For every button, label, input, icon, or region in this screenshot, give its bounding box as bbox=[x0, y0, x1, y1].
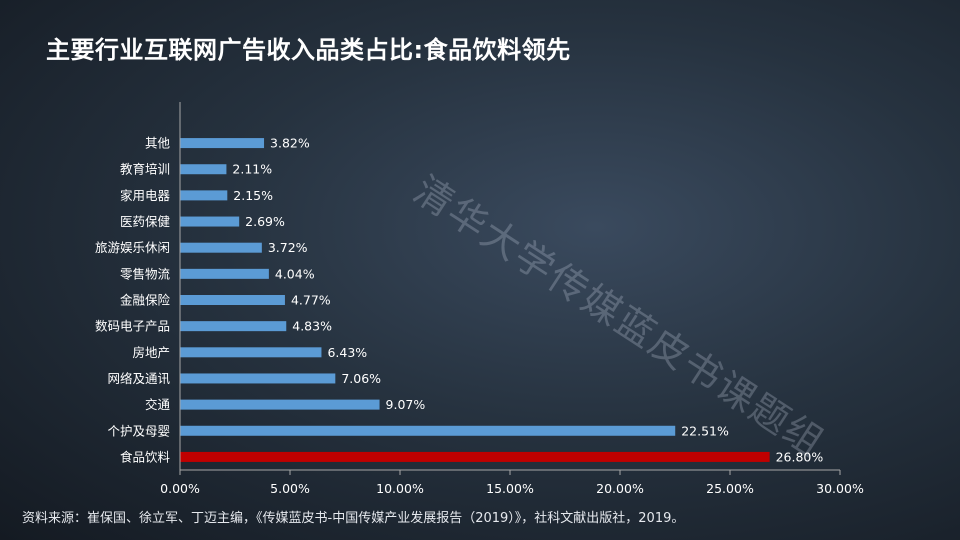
bar-3 bbox=[180, 190, 228, 201]
bars-group bbox=[180, 138, 770, 462]
bar-7 bbox=[180, 295, 285, 305]
data-label: 2.15% bbox=[233, 188, 273, 203]
bar-1 bbox=[180, 138, 265, 149]
bar-6 bbox=[180, 268, 269, 279]
data-label: 4.04% bbox=[275, 266, 315, 281]
bar-12 bbox=[180, 425, 676, 436]
bar-2 bbox=[180, 164, 227, 175]
data-label: 4.77% bbox=[291, 293, 331, 308]
category-label: 教育培训 bbox=[120, 162, 170, 177]
x-tick-label: 0.00% bbox=[160, 481, 200, 496]
x-tick-label: 20.00% bbox=[596, 481, 644, 496]
x-tick-label: 10.00% bbox=[376, 481, 424, 496]
bar-10 bbox=[180, 373, 336, 384]
category-label: 食品饮料 bbox=[120, 449, 171, 464]
category-label: 金融保险 bbox=[120, 293, 171, 308]
bar-13 bbox=[180, 451, 770, 462]
category-label: 其他 bbox=[145, 136, 171, 151]
value-labels: 3.82% 2.11% 2.15% 2.69% 3.72% 4.04% 4.77% 4.83%… bbox=[232, 136, 823, 465]
category-label: 网络及通讯 bbox=[107, 371, 170, 386]
category-label: 医药保健 bbox=[120, 214, 171, 229]
source-note: 资料来源：崔保国、徐立军、丁迈主编，《传媒蓝皮书-中国传媒产业发展报告（2019… bbox=[22, 511, 685, 526]
data-label: 2.11% bbox=[232, 162, 272, 177]
category-label: 数码电子产品 bbox=[95, 319, 170, 334]
data-label: 9.07% bbox=[386, 397, 426, 412]
x-tick-label: 25.00% bbox=[706, 481, 754, 496]
data-label: 6.43% bbox=[327, 345, 367, 360]
category-labels: 其他教育培训家用电器医药保健旅游娱乐休闲零售物流金融保险数码电子产品房地产网络及… bbox=[95, 136, 171, 465]
category-label: 零售物流 bbox=[120, 266, 171, 281]
category-label: 房地产 bbox=[132, 345, 170, 360]
data-label: 3.82% bbox=[270, 136, 310, 151]
bar-4 bbox=[180, 216, 240, 227]
data-label: 7.06% bbox=[341, 371, 381, 386]
category-label: 个护及母婴 bbox=[107, 423, 170, 438]
axes-group: 0.00% 5.00% 10.00% 15.00% 20.00% 25.00% 30.00% bbox=[160, 102, 864, 496]
category-label: 家用电器 bbox=[120, 188, 171, 203]
data-label: 22.51% bbox=[681, 423, 729, 438]
data-label: 3.72% bbox=[268, 240, 308, 255]
data-label: 26.80% bbox=[776, 449, 824, 464]
bar-8 bbox=[180, 321, 287, 332]
category-label: 旅游娱乐休闲 bbox=[95, 240, 170, 255]
category-label: 交通 bbox=[145, 397, 171, 412]
x-tick-label: 30.00% bbox=[816, 481, 864, 496]
x-tick-label: 5.00% bbox=[270, 481, 310, 496]
x-tick-label: 15.00% bbox=[486, 481, 534, 496]
data-label: 4.83% bbox=[292, 319, 332, 334]
data-label: 2.69% bbox=[245, 214, 285, 229]
bar-5 bbox=[180, 242, 262, 253]
chart-title: 主要行业互联网广告收入品类占比:食品饮料领先 bbox=[46, 36, 571, 64]
bar-11 bbox=[180, 399, 380, 410]
bar-9 bbox=[180, 347, 322, 358]
